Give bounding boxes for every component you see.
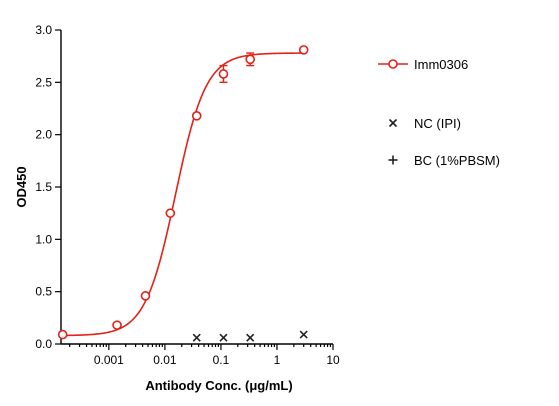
x-tick-label: 0.001 xyxy=(94,353,124,367)
y-tick-label: 0.0 xyxy=(35,337,52,351)
y-axis-title: OD450 xyxy=(14,166,29,207)
x-marker xyxy=(192,333,201,342)
y-tick-label: 0.5 xyxy=(35,285,52,299)
circle-marker xyxy=(112,320,122,330)
legend-label: Imm0306 xyxy=(414,57,468,72)
circle-marker xyxy=(218,69,229,79)
x-tick-label: 0.1 xyxy=(213,353,230,367)
circle-marker xyxy=(57,329,68,340)
x-tick-label: 1 xyxy=(274,353,281,367)
fit-curves xyxy=(62,52,304,337)
circle-marker xyxy=(140,291,151,301)
x-marker xyxy=(388,118,398,128)
x-tick-label: 10 xyxy=(326,353,340,367)
circle-marker xyxy=(245,54,256,65)
x-marker xyxy=(299,330,308,339)
legend-label: BC (1%PBSM) xyxy=(414,153,500,168)
y-tick-label: 2.0 xyxy=(35,128,52,142)
fit-curve xyxy=(62,52,304,337)
x-marker xyxy=(219,333,228,342)
x-tick-label: 0.01 xyxy=(153,353,177,367)
y-tick-label: 1.0 xyxy=(35,232,52,246)
circle-marker xyxy=(298,45,309,55)
circle-marker xyxy=(388,59,398,69)
y-tick-label: 3.0 xyxy=(35,23,52,37)
axes: 0.0 0.5 1.0 1.5 2.0 2.5 3.0 0.001 0.01 0.1 1 10 xyxy=(35,23,340,367)
circle-marker xyxy=(191,111,202,121)
legend: Imm0306 NC (IPI) BC (1%PBSM) xyxy=(378,57,500,168)
y-tick-label: 2.5 xyxy=(35,75,52,89)
x-axis-title: Antibody Conc. (μg/mL) xyxy=(145,378,292,393)
circle-marker xyxy=(165,208,176,218)
x-marker xyxy=(246,333,255,342)
y-tick-label: 1.5 xyxy=(35,180,52,194)
legend-label: NC (IPI) xyxy=(414,116,461,131)
data-points xyxy=(57,45,309,342)
